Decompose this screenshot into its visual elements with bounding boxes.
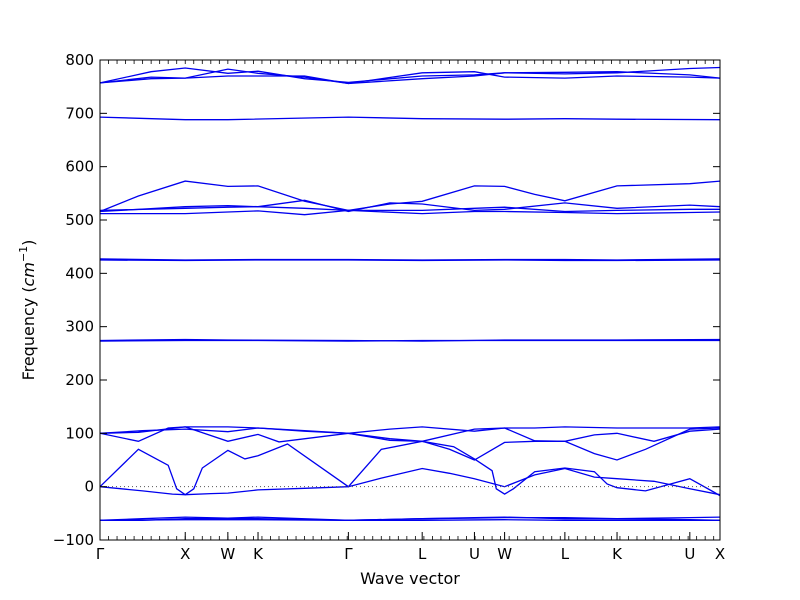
band-line-5 [99, 440, 721, 497]
band-line-8 [99, 426, 721, 461]
y-tick-label: 700 [65, 104, 94, 122]
y-axis-label-unit: cm [19, 262, 38, 286]
x-tick-label: Γ [344, 545, 353, 563]
band-line-2 [99, 516, 721, 521]
y-tick-label: −100 [53, 531, 94, 549]
y-tick-label: 300 [65, 318, 94, 336]
x-tick-label: Γ [96, 545, 105, 563]
x-axis-label: Wave vector [360, 569, 460, 588]
band-line-10 [99, 338, 721, 342]
x-tick-label: X [180, 545, 190, 563]
band-line-19 [99, 68, 721, 85]
x-tick-label: X [715, 545, 725, 563]
x-tick-label: W [497, 545, 512, 563]
band-line-17 [99, 116, 721, 121]
x-tick-label: L [418, 545, 427, 563]
y-tick-label: 200 [65, 371, 94, 389]
band-series-group [99, 66, 721, 521]
band-line-18 [99, 66, 721, 84]
y-tick-label: 400 [65, 264, 94, 282]
x-tick-label: U [469, 545, 480, 563]
x-tick-label: W [220, 545, 235, 563]
band-line-4 [99, 467, 721, 496]
y-axis-label-close: ) [19, 240, 38, 246]
y-axis-label-main: Frequency ( [19, 286, 38, 380]
y-tick-label: 600 [65, 158, 94, 176]
band-line-13 [99, 180, 721, 213]
x-tick-label: L [561, 545, 570, 563]
x-tick-label: U [684, 545, 695, 563]
y-tick-label: 500 [65, 211, 94, 229]
band-line-3 [99, 519, 720, 521]
y-axis-label: Frequency (cm−1) [17, 240, 38, 381]
plot-frame [99, 59, 721, 541]
y-axis: −100 0 100 200 300 400 500 600 700 800 [53, 51, 720, 549]
band-line-14 [99, 199, 721, 213]
y-axis-label-exp: −1 [17, 246, 30, 262]
y-tick-label: 100 [65, 424, 94, 442]
band-line-7 [99, 426, 721, 434]
x-tick-label: K [612, 545, 623, 563]
y-tick-label: 0 [84, 478, 94, 496]
y-tick-label: 800 [65, 51, 94, 69]
band-line-16 [100, 209, 721, 216]
band-line-20 [99, 71, 721, 85]
band-line-15 [99, 206, 720, 213]
x-tick-label: K [253, 545, 264, 563]
band-line-12 [99, 259, 721, 262]
